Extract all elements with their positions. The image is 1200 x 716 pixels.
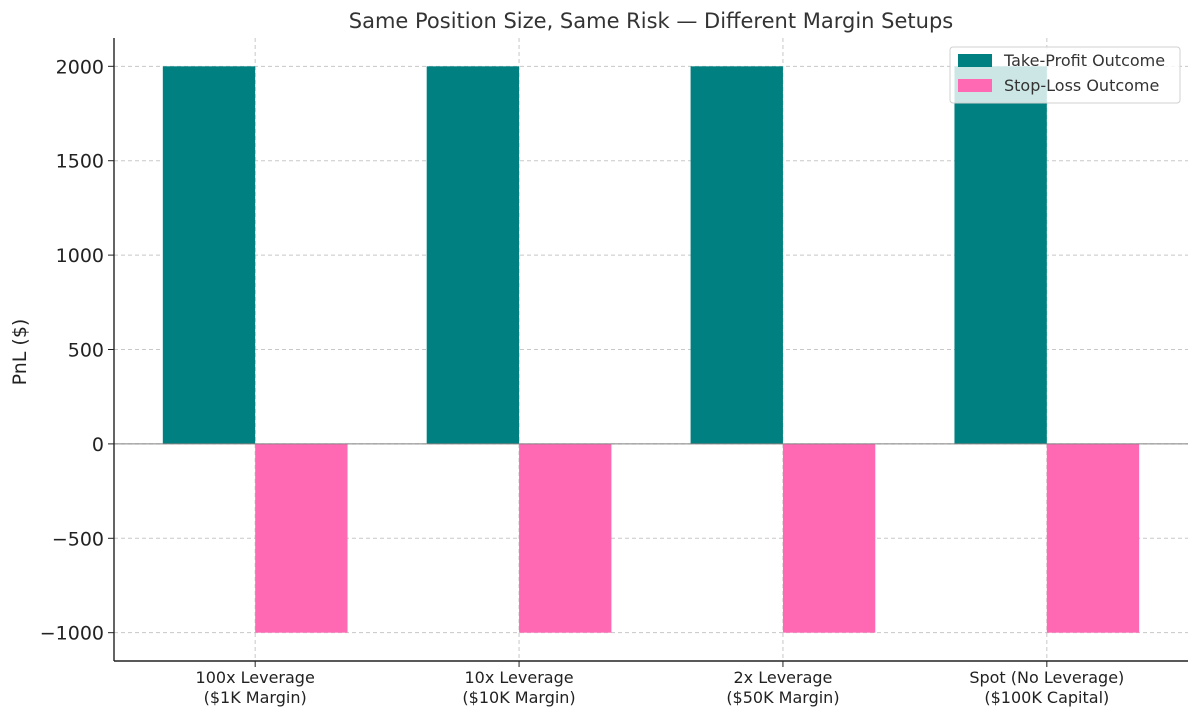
take-profit-bar xyxy=(426,66,520,444)
stop-loss-bar xyxy=(519,443,612,633)
y-tick-label: 500 xyxy=(68,340,104,362)
x-tick-label: 10x Leverage ($10K Margin) xyxy=(462,668,575,707)
x-tick-label-line: 100x Leverage xyxy=(196,668,315,687)
stop-loss-bar xyxy=(1046,443,1140,633)
legend-label-stop-loss: Stop-Loss Outcome xyxy=(1004,76,1159,95)
y-axis-label: PnL ($) xyxy=(9,319,31,386)
bars xyxy=(162,66,1140,633)
stop-loss-bar xyxy=(782,443,876,633)
y-tick-label: 1500 xyxy=(56,151,104,173)
x-tick-label: Spot (No Leverage) ($100K Capital) xyxy=(969,668,1124,707)
x-tick-label-line: ($100K Capital) xyxy=(984,688,1109,707)
x-tick-label-line: ($10K Margin) xyxy=(462,688,575,707)
y-tick-label: 2000 xyxy=(56,56,104,78)
take-profit-bar xyxy=(954,66,1047,444)
x-tick-label: 100x Leverage ($1K Margin) xyxy=(196,668,315,707)
legend-label-take-profit: Take-Profit Outcome xyxy=(1003,51,1165,70)
y-tick-label: 0 xyxy=(92,434,104,456)
legend-swatch-take-profit xyxy=(958,54,992,67)
x-tick-label-line: ($1K Margin) xyxy=(204,688,307,707)
x-tick-label-line: ($50K Margin) xyxy=(726,688,839,707)
x-tick-label-line: 2x Leverage xyxy=(733,668,832,687)
y-ticks: −1000 −500 0 500 1000 1500 2000 xyxy=(40,56,114,645)
stop-loss-bar xyxy=(255,443,348,633)
legend-swatch-stop-loss xyxy=(958,79,992,92)
legend: Take-Profit Outcome Stop-Loss Outcome xyxy=(949,46,1181,104)
take-profit-bar xyxy=(162,66,256,444)
y-tick-label: −500 xyxy=(52,528,104,550)
x-tick-label: 2x Leverage ($50K Margin) xyxy=(726,668,839,707)
x-ticks: 100x Leverage ($1K Margin)10x Leverage ($1… xyxy=(196,661,1124,707)
x-tick-label-line: Spot (No Leverage) xyxy=(969,668,1124,687)
legend-box xyxy=(949,46,1181,104)
take-profit-bar xyxy=(690,66,783,444)
y-tick-label: 1000 xyxy=(56,245,104,267)
x-tick-label-line: 10x Leverage xyxy=(465,668,574,687)
chart-title: Same Position Size, Same Risk — Differen… xyxy=(349,9,953,33)
y-tick-label: −1000 xyxy=(40,623,104,645)
